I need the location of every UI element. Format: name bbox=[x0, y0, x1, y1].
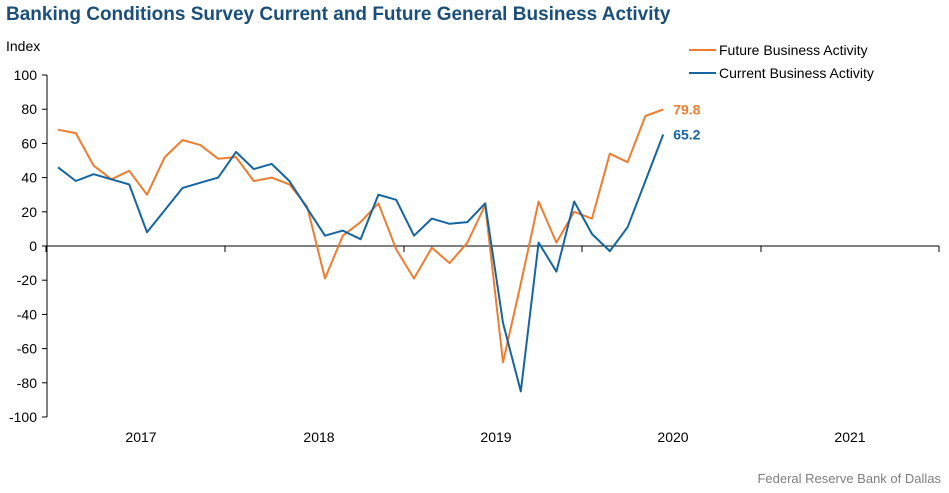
y-tick-label: -100 bbox=[9, 409, 37, 425]
y-tick-label: -60 bbox=[17, 341, 37, 357]
x-tick-label: 2021 bbox=[834, 429, 865, 445]
chart-title: Banking Conditions Survey Current and Fu… bbox=[6, 4, 671, 25]
y-tick-label: 80 bbox=[21, 101, 37, 117]
end-label-future: 79.8 bbox=[673, 102, 700, 118]
x-tick-label: 2018 bbox=[303, 429, 334, 445]
y-tick-label: 0 bbox=[29, 238, 37, 254]
x-tick-label: 2020 bbox=[657, 429, 688, 445]
legend: Future Business Activity Current Business… bbox=[689, 42, 874, 81]
legend-label: Future Business Activity bbox=[719, 42, 868, 58]
end-labels: 79.8 65.2 bbox=[673, 102, 700, 143]
x-tick-label: 2019 bbox=[480, 429, 511, 445]
y-tick-label: -20 bbox=[17, 272, 37, 288]
y-tick-label: 60 bbox=[21, 135, 37, 151]
y-axis-label: Index bbox=[6, 38, 40, 54]
end-label-current: 65.2 bbox=[673, 127, 700, 143]
legend-label: Current Business Activity bbox=[719, 65, 874, 81]
y-tick-label: 20 bbox=[21, 204, 37, 220]
series-line-future bbox=[57, 108, 664, 364]
source-note: Federal Reserve Bank of Dallas bbox=[757, 471, 941, 486]
series-line-current bbox=[57, 134, 665, 393]
y-tick-label: 100 bbox=[14, 67, 38, 83]
series-layer bbox=[57, 108, 665, 393]
y-tick-label: -40 bbox=[17, 306, 37, 322]
x-tick-label: 2017 bbox=[125, 429, 156, 445]
x-axis: 2017 2018 2019 2020 2021 bbox=[45, 245, 940, 445]
y-tick-label: 40 bbox=[21, 170, 37, 186]
y-tick-label: -80 bbox=[17, 375, 37, 391]
y-axis: 100 80 60 40 20 0 -20 -40 -60 -80 -100 bbox=[9, 67, 48, 425]
